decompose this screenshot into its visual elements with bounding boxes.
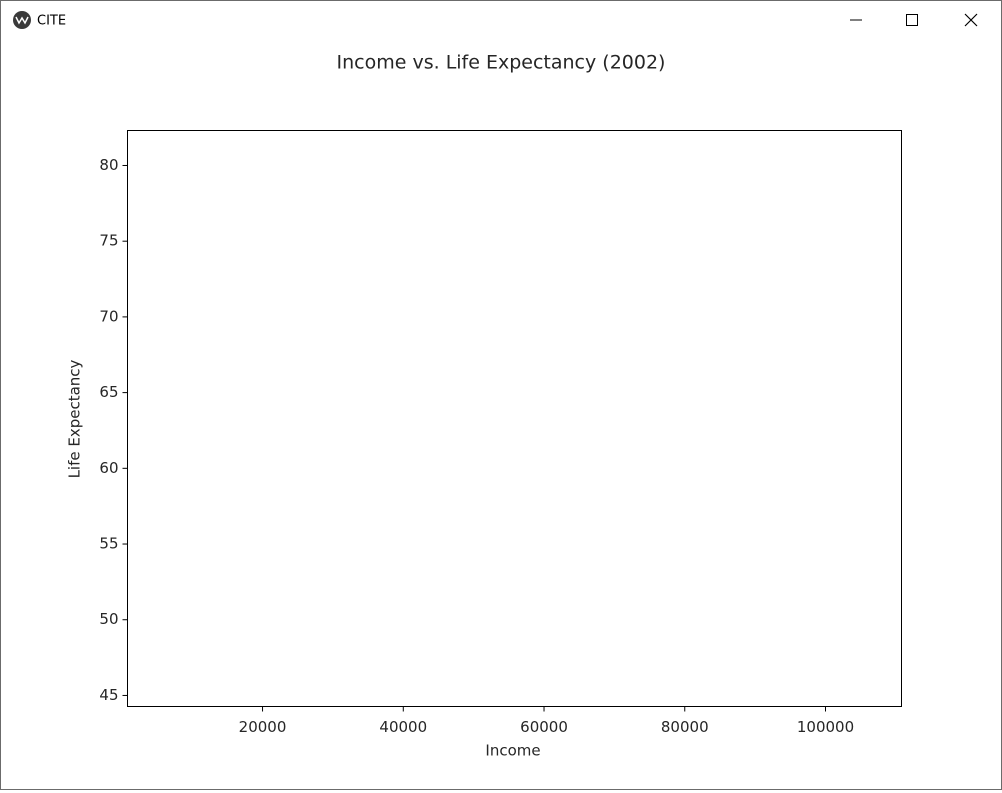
chart-title: Income vs. Life Expectancy (2002) (337, 52, 666, 74)
x-tick-label: 80000 (661, 718, 709, 736)
y-tick-label: 50 (99, 610, 118, 628)
app-icon-glyph (15, 16, 29, 25)
y-axis-label: Life Expectancy (66, 359, 84, 478)
x-tick-label: 20000 (239, 718, 287, 736)
maximize-button[interactable] (906, 14, 918, 26)
close-button[interactable] (964, 13, 978, 27)
x-tick-label: 100000 (797, 718, 854, 736)
x-tick-label: 60000 (520, 718, 568, 736)
y-tick-label: 65 (99, 383, 118, 401)
window-title: CITE (37, 14, 66, 29)
plot-frame (127, 130, 902, 707)
y-tick-label: 60 (99, 459, 118, 477)
y-tick-label: 45 (99, 686, 118, 704)
x-tick-label: 40000 (379, 718, 427, 736)
y-tick-label: 75 (99, 232, 118, 250)
x-axis-label: Income (485, 742, 540, 760)
y-tick-label: 80 (99, 156, 118, 174)
app-icon (13, 11, 31, 29)
y-tick-label: 55 (99, 535, 118, 553)
y-tick-label: 70 (99, 307, 118, 325)
